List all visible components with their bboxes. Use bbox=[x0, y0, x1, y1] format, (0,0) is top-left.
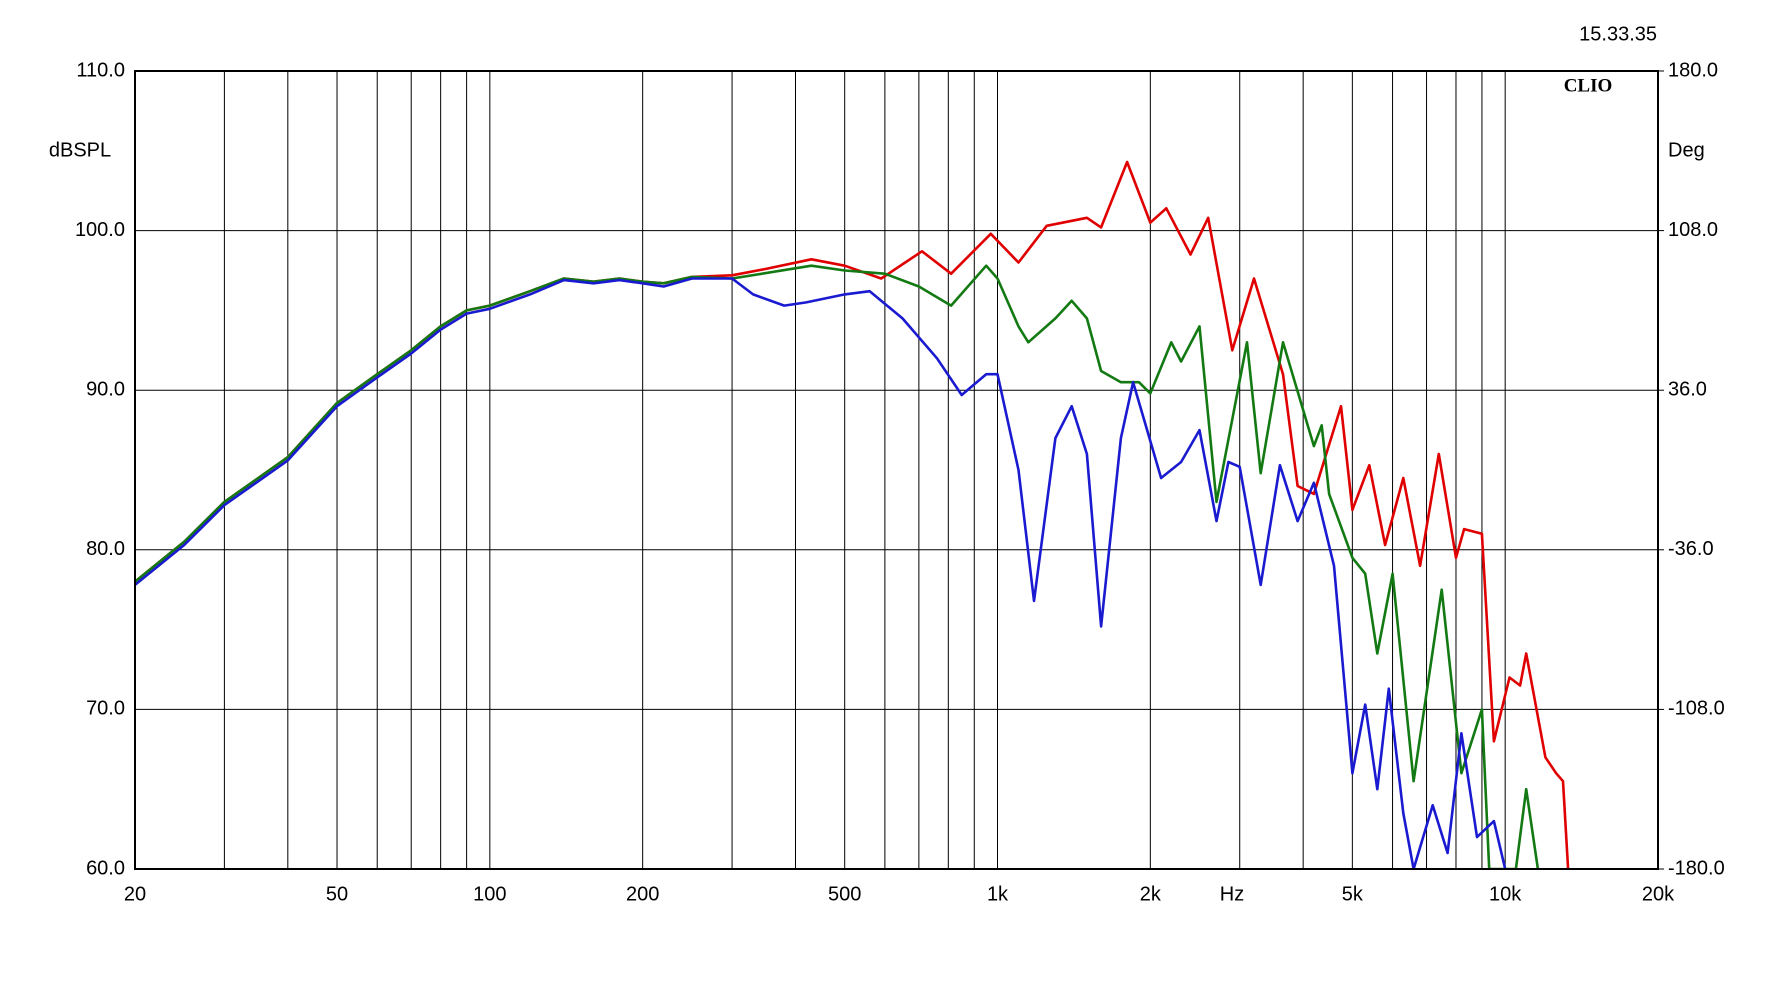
timestamp: 15.33.35 bbox=[1579, 23, 1657, 45]
y2-tick-label: 108.0 bbox=[1668, 219, 1718, 241]
y-tick-label: 100.0 bbox=[75, 219, 125, 241]
y-axis-label: dBSPL bbox=[49, 139, 111, 161]
x-tick-label: 1k bbox=[987, 883, 1009, 905]
y2-axis-label: Deg bbox=[1668, 139, 1705, 161]
y2-tick-label: 36.0 bbox=[1668, 378, 1707, 400]
y2-tick-label: 180.0 bbox=[1668, 59, 1718, 81]
y2-tick-label: -108.0 bbox=[1668, 698, 1725, 720]
y2-tick-label: -180.0 bbox=[1668, 857, 1725, 879]
curves bbox=[135, 160, 1570, 869]
y-tick-label: 70.0 bbox=[86, 698, 125, 720]
y-tick-label: 90.0 bbox=[86, 378, 125, 400]
x-tick-label: 10k bbox=[1489, 883, 1522, 905]
y-tick-label: 80.0 bbox=[86, 538, 125, 560]
plot-frame bbox=[134, 70, 1659, 870]
x-tick-label: 50 bbox=[326, 883, 348, 905]
x-tick-label: 2k bbox=[1140, 883, 1162, 905]
x-tick-label: 20k bbox=[1642, 883, 1675, 905]
x-tick-label: 500 bbox=[828, 883, 861, 905]
x-tick-label: 20 bbox=[124, 883, 146, 905]
brand-box bbox=[1547, 75, 1627, 97]
y-tick-label: 110.0 bbox=[76, 59, 125, 81]
x-axis-label: Hz bbox=[1220, 883, 1244, 905]
y2-tick-label: -36.0 bbox=[1668, 538, 1714, 560]
x-tick-label: 200 bbox=[626, 883, 659, 905]
response-curve bbox=[135, 264, 1540, 869]
brand: CLIO bbox=[1564, 75, 1613, 96]
response-curve bbox=[135, 277, 1507, 869]
x-tick-label: 5k bbox=[1342, 883, 1364, 905]
x-tick-label: 100 bbox=[473, 883, 506, 905]
y-tick-label: 60.0 bbox=[86, 857, 125, 879]
